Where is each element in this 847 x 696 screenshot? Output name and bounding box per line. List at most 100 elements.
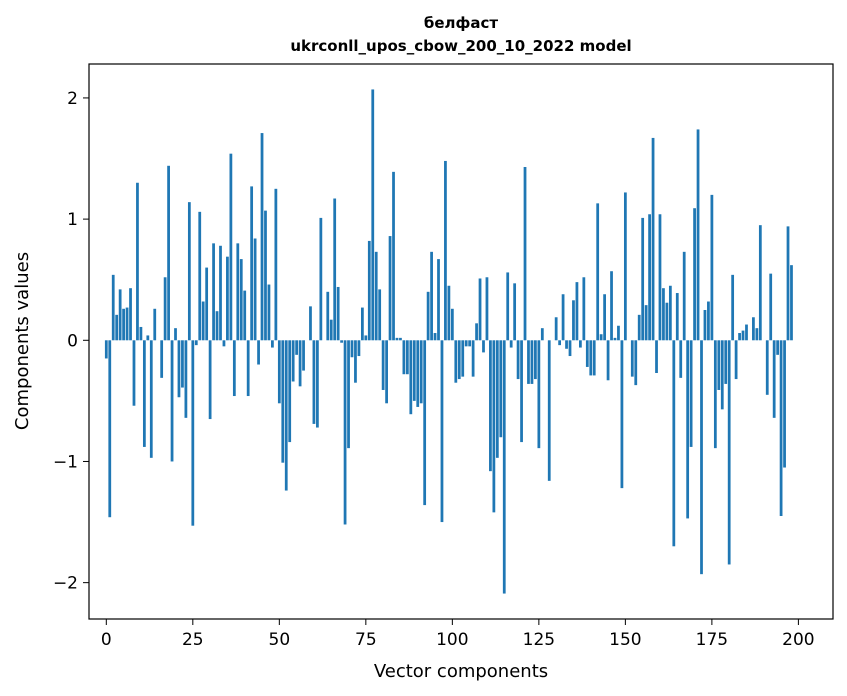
- bar-67: [336, 286, 340, 341]
- bar-2: [111, 274, 115, 341]
- x-tick-label: 0: [101, 630, 112, 650]
- bar-123: [530, 340, 534, 384]
- bar-146: [610, 271, 613, 341]
- bar-113: [495, 340, 499, 458]
- bar-110: [485, 277, 489, 341]
- bar-141: [592, 340, 596, 376]
- bar-93: [426, 291, 430, 341]
- bar-179: [724, 340, 728, 384]
- bar-152: [630, 340, 634, 377]
- bar-180: [727, 340, 731, 565]
- bar-75: [364, 335, 368, 341]
- bar-128: [547, 340, 551, 481]
- bar-90: [416, 340, 420, 407]
- bar-165: [675, 293, 679, 341]
- bar-111: [489, 340, 492, 472]
- bar-71: [350, 340, 354, 358]
- bar-120: [520, 340, 523, 443]
- bar-66: [333, 198, 337, 341]
- bar-45: [260, 133, 264, 341]
- bar-148: [617, 325, 620, 341]
- bar-153: [634, 340, 638, 386]
- bar-31: [212, 243, 215, 341]
- bar-3: [115, 314, 119, 341]
- bar-48: [271, 340, 274, 348]
- bar-17: [163, 277, 167, 341]
- bar-70: [347, 340, 350, 449]
- bar-161: [662, 288, 665, 341]
- bar-25: [191, 340, 195, 526]
- bar-130: [554, 317, 558, 341]
- y-axis-label: Components values: [12, 252, 33, 430]
- bar-173: [703, 309, 707, 341]
- bar-39: [239, 259, 243, 341]
- bar-94: [430, 251, 433, 341]
- bar-160: [658, 214, 662, 341]
- bar-175: [710, 194, 714, 341]
- bar-14: [153, 308, 157, 341]
- bar-13: [149, 340, 153, 458]
- bar-57: [302, 340, 305, 371]
- bar-28: [201, 301, 205, 341]
- x-tick-label: 125: [523, 630, 555, 650]
- bar-80: [381, 340, 385, 390]
- bar-82: [388, 236, 392, 341]
- bar-124: [534, 340, 537, 380]
- bar-89: [412, 340, 416, 401]
- bar-137: [579, 340, 582, 348]
- bar-88: [409, 340, 413, 415]
- bar-42: [250, 186, 254, 341]
- bar-36: [229, 153, 233, 341]
- bar-101: [454, 340, 458, 383]
- bar-102: [457, 340, 461, 380]
- bar-138: [582, 277, 586, 341]
- bar-118: [513, 283, 517, 341]
- bar-18: [167, 165, 170, 341]
- y-tick-label: −1: [53, 452, 78, 472]
- bar-195: [779, 340, 783, 516]
- bar-61: [316, 340, 319, 428]
- bar-10: [139, 326, 143, 341]
- bar-0: [104, 340, 108, 359]
- bar-74: [360, 307, 364, 341]
- bar-121: [523, 167, 527, 341]
- bar-51: [281, 340, 285, 463]
- bar-54: [291, 340, 295, 382]
- bar-30: [208, 340, 212, 420]
- bar-23: [184, 340, 188, 418]
- bar-56: [298, 340, 302, 387]
- bar-149: [620, 340, 624, 489]
- bar-52: [284, 340, 288, 491]
- bar-122: [527, 340, 530, 384]
- bar-182: [734, 340, 738, 380]
- bar-7: [129, 288, 132, 341]
- bar-156: [644, 305, 648, 341]
- bar-55: [295, 340, 299, 355]
- bar-95: [433, 333, 437, 341]
- bar-176: [713, 340, 717, 449]
- bar-119: [516, 340, 520, 380]
- bar-81: [385, 340, 388, 404]
- chart-title: белфаст: [424, 14, 499, 32]
- y-tick-label: 0: [67, 331, 78, 351]
- bar-131: [558, 340, 562, 346]
- bar-109: [482, 340, 485, 353]
- bar-72: [354, 340, 357, 383]
- bar-68: [340, 340, 343, 343]
- bar-19: [170, 340, 174, 462]
- bar-169: [689, 340, 693, 447]
- bar-188: [755, 328, 759, 341]
- x-tick-label: 175: [696, 630, 728, 650]
- bar-96: [437, 259, 440, 341]
- bar-34: [222, 340, 226, 347]
- bar-164: [672, 340, 676, 547]
- bar-147: [613, 337, 617, 341]
- bar-167: [682, 251, 686, 341]
- bar-38: [236, 243, 240, 341]
- bar-33: [219, 245, 222, 341]
- bar-6: [125, 307, 129, 341]
- bar-100: [450, 308, 454, 341]
- x-tick-label: 75: [355, 630, 377, 650]
- bar-108: [478, 278, 482, 341]
- bar-76: [367, 240, 371, 341]
